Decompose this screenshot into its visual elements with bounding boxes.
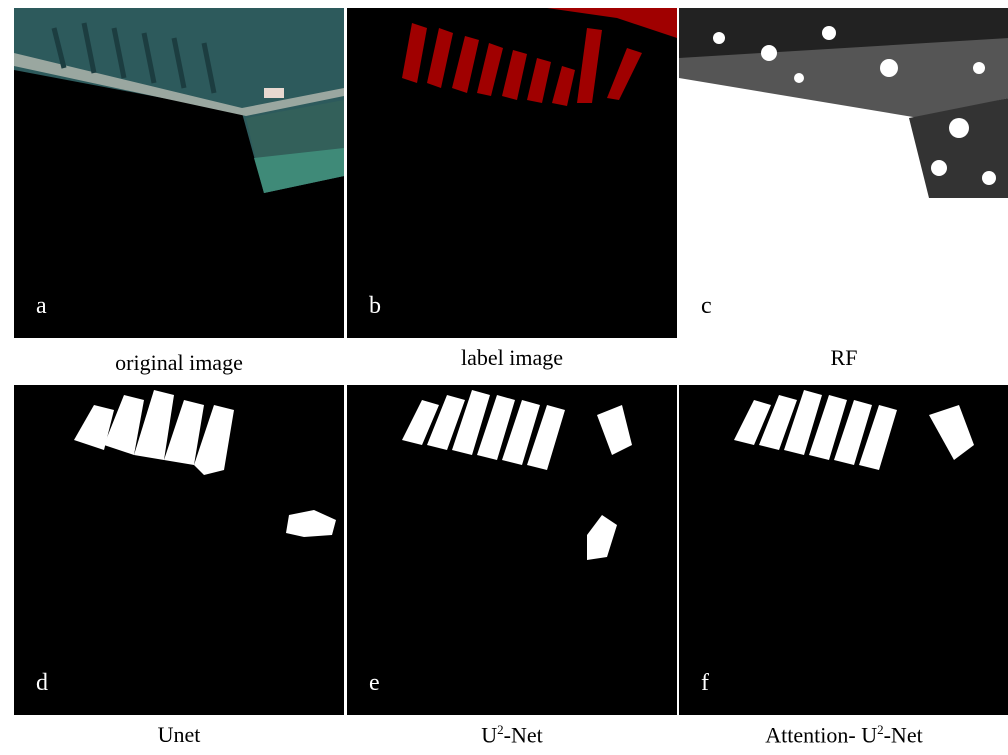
panel-b: b [347,8,677,338]
panel-a: a [14,8,344,338]
panel-e: e [347,385,677,715]
caption-text: RF [831,345,858,370]
caption-text: Unet [158,722,201,747]
panel-image [14,385,344,715]
caption-text: label image [461,345,563,370]
caption-text: -Net [504,722,543,747]
panel-image [347,8,677,338]
panel-image [347,385,677,715]
panel-caption: RF [679,345,1008,371]
panel-image [679,8,1008,338]
caption-text: Attention- U [765,722,877,747]
panel-caption: Unet [14,722,344,748]
panel-caption: U2-Net [347,722,677,748]
figure: a original image b label image c RF [0,0,1008,755]
panel-c: c [679,8,1008,338]
caption-text: U [481,722,497,747]
panel-image [14,8,344,338]
panel-letter: d [36,670,48,697]
panel-f: f [679,385,1008,715]
caption-text: original image [115,350,243,375]
caption-text: -Net [884,722,923,747]
panel-caption: label image [347,345,677,371]
panel-letter: e [369,670,380,697]
panel-letter: c [701,293,712,320]
panel-letter: b [369,293,381,320]
panel-caption: Attention- U2-Net [679,722,1008,748]
panel-image [679,385,1008,715]
panel-caption: original image [14,350,344,376]
panel-letter: f [701,670,709,697]
panel-letter: a [36,293,47,320]
panel-d: d [14,385,344,715]
